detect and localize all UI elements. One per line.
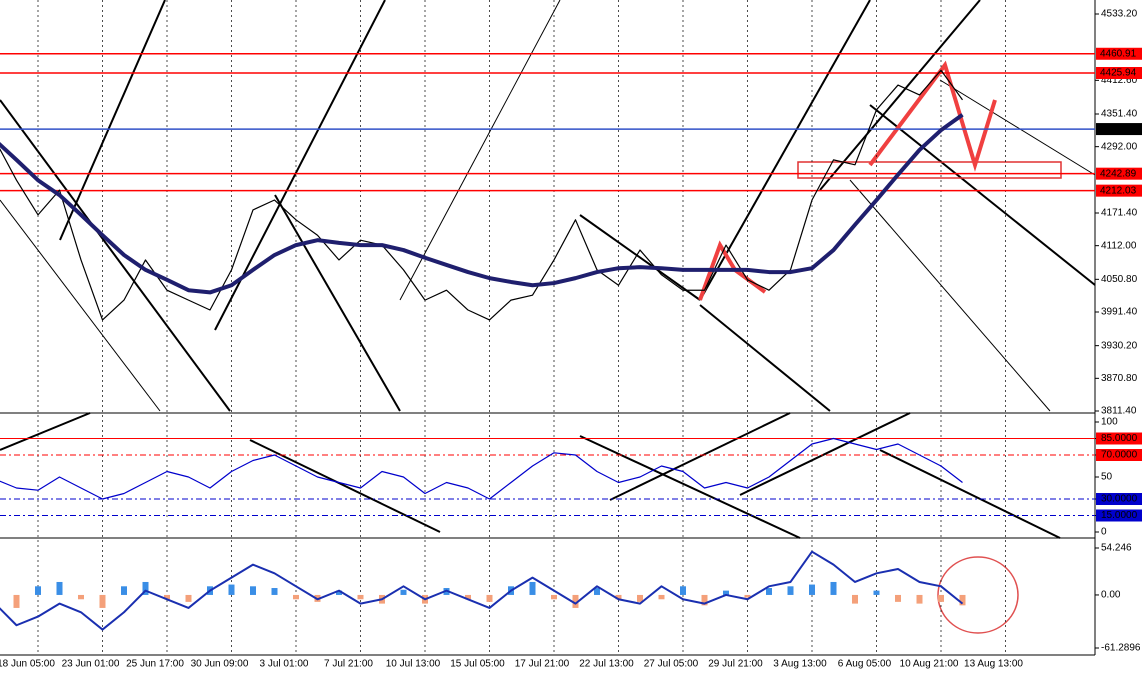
histogram-bar	[787, 586, 794, 595]
tick-box	[1096, 432, 1142, 445]
price-box	[1096, 123, 1142, 136]
y-tick-label: 3991.40	[1101, 307, 1138, 318]
y-tick-label: 4351.40	[1101, 109, 1138, 120]
histogram-bar	[78, 594, 84, 600]
x-tick-label: 10 Aug 21:00	[900, 659, 959, 670]
histogram-bar	[271, 588, 278, 595]
histogram-bar	[594, 588, 600, 595]
histogram-bar	[637, 594, 643, 602]
y-tick-label: 3811.40	[1101, 406, 1137, 417]
histogram-bar	[809, 584, 815, 595]
y-tick-label: 54.246	[1101, 543, 1132, 554]
x-tick-label: 23 Jun 01:00	[62, 659, 120, 670]
price-box	[1096, 184, 1142, 197]
y-tick-label: 70.0000	[1101, 450, 1138, 461]
histogram-bar	[99, 594, 106, 608]
y-tick-label: 4112.00	[1101, 240, 1137, 251]
x-tick-label: 3 Jul 01:00	[260, 659, 309, 670]
price-label: 4323.99	[1100, 124, 1137, 135]
y-tick-label: 15.0000	[1101, 510, 1138, 521]
tick-box	[1096, 493, 1142, 505]
x-tick-label: 6 Aug 05:00	[838, 659, 892, 670]
y-tick-label: 4292.00	[1101, 141, 1138, 152]
x-tick-label: 10 Jul 13:00	[386, 659, 441, 670]
histogram-bar	[551, 594, 557, 600]
histogram-bar	[723, 590, 729, 595]
y-tick-label: 3930.20	[1101, 340, 1138, 351]
histogram-bar	[185, 594, 192, 602]
histogram-bar	[744, 594, 751, 598]
histogram-bar	[916, 594, 923, 604]
x-tick-label: 13 Aug 13:00	[964, 659, 1023, 670]
histogram-bar	[486, 594, 493, 602]
histogram-bar	[56, 581, 63, 595]
price-box	[1096, 66, 1142, 79]
histogram-bar	[701, 594, 708, 606]
x-tick-label: 18 Jun 05:00	[0, 659, 55, 670]
price-label: 4242.89	[1100, 168, 1137, 179]
histogram-bar	[959, 594, 966, 606]
x-tick-label: 15 Jul 05:00	[450, 659, 505, 670]
histogram-bar	[228, 584, 235, 595]
histogram-bar	[766, 588, 772, 595]
x-tick-label: 30 Jun 09:00	[191, 659, 249, 670]
histogram-bar	[615, 594, 622, 600]
histogram-bar	[873, 590, 880, 595]
histogram-bar	[250, 586, 256, 595]
x-tick-label: 29 Jul 21:00	[708, 659, 763, 670]
x-tick-label: 17 Jul 21:00	[515, 659, 570, 670]
histogram-bar	[142, 581, 149, 595]
histogram-bar	[465, 594, 471, 600]
y-tick-label: 4050.80	[1101, 274, 1138, 285]
price-box	[1096, 47, 1142, 60]
tick-box	[1096, 449, 1142, 461]
y-tick-label: 0	[1101, 527, 1107, 538]
price-label: 4425.94	[1100, 68, 1137, 79]
y-tick-label: 0.00	[1101, 590, 1121, 601]
histogram-bar	[680, 586, 686, 595]
histogram-bar	[529, 581, 536, 595]
price-box	[1096, 167, 1142, 180]
price-label: 4212.03	[1100, 185, 1137, 196]
histogram-bar	[13, 594, 20, 608]
zone-box	[797, 161, 1062, 179]
histogram-bar	[895, 594, 901, 602]
series-line	[0, 437, 963, 500]
histogram-bar	[336, 590, 342, 595]
histogram-bar	[938, 594, 944, 602]
x-tick-label: 27 Jul 05:00	[644, 659, 699, 670]
price-label: 4460.91	[1100, 48, 1137, 59]
y-tick-label: 4533.20	[1101, 9, 1138, 20]
y-tick-label: 3870.80	[1101, 373, 1138, 384]
series-line	[0, 550, 964, 631]
y-tick-label: 4412.60	[1101, 75, 1138, 86]
histogram-bar	[400, 589, 407, 595]
histogram-bar	[35, 586, 41, 595]
y-tick-label: 100	[1101, 417, 1118, 428]
histogram-bar	[357, 594, 364, 600]
histogram-bar	[164, 594, 170, 600]
y-tick-label: 4171.40	[1101, 208, 1138, 219]
y-tick-label: 30.0000	[1101, 494, 1138, 505]
y-tick-label: 50	[1101, 472, 1113, 483]
tick-box	[1096, 509, 1142, 522]
y-tick-label: 85.0000	[1101, 433, 1138, 444]
histogram-bar	[572, 594, 579, 608]
histogram-bar	[293, 594, 299, 600]
series-line	[0, 113, 964, 295]
histogram-bar	[121, 586, 127, 595]
x-tick-label: 22 Jul 13:00	[579, 659, 634, 670]
x-tick-label: 7 Jul 21:00	[324, 659, 373, 670]
histogram-bar	[830, 581, 837, 595]
x-tick-label: 25 Jun 17:00	[126, 659, 184, 670]
y-tick-label: -61.2896	[1101, 643, 1141, 654]
x-tick-label: 3 Aug 13:00	[773, 659, 827, 670]
histogram-bar	[658, 594, 665, 600]
histogram-bar	[852, 594, 858, 604]
